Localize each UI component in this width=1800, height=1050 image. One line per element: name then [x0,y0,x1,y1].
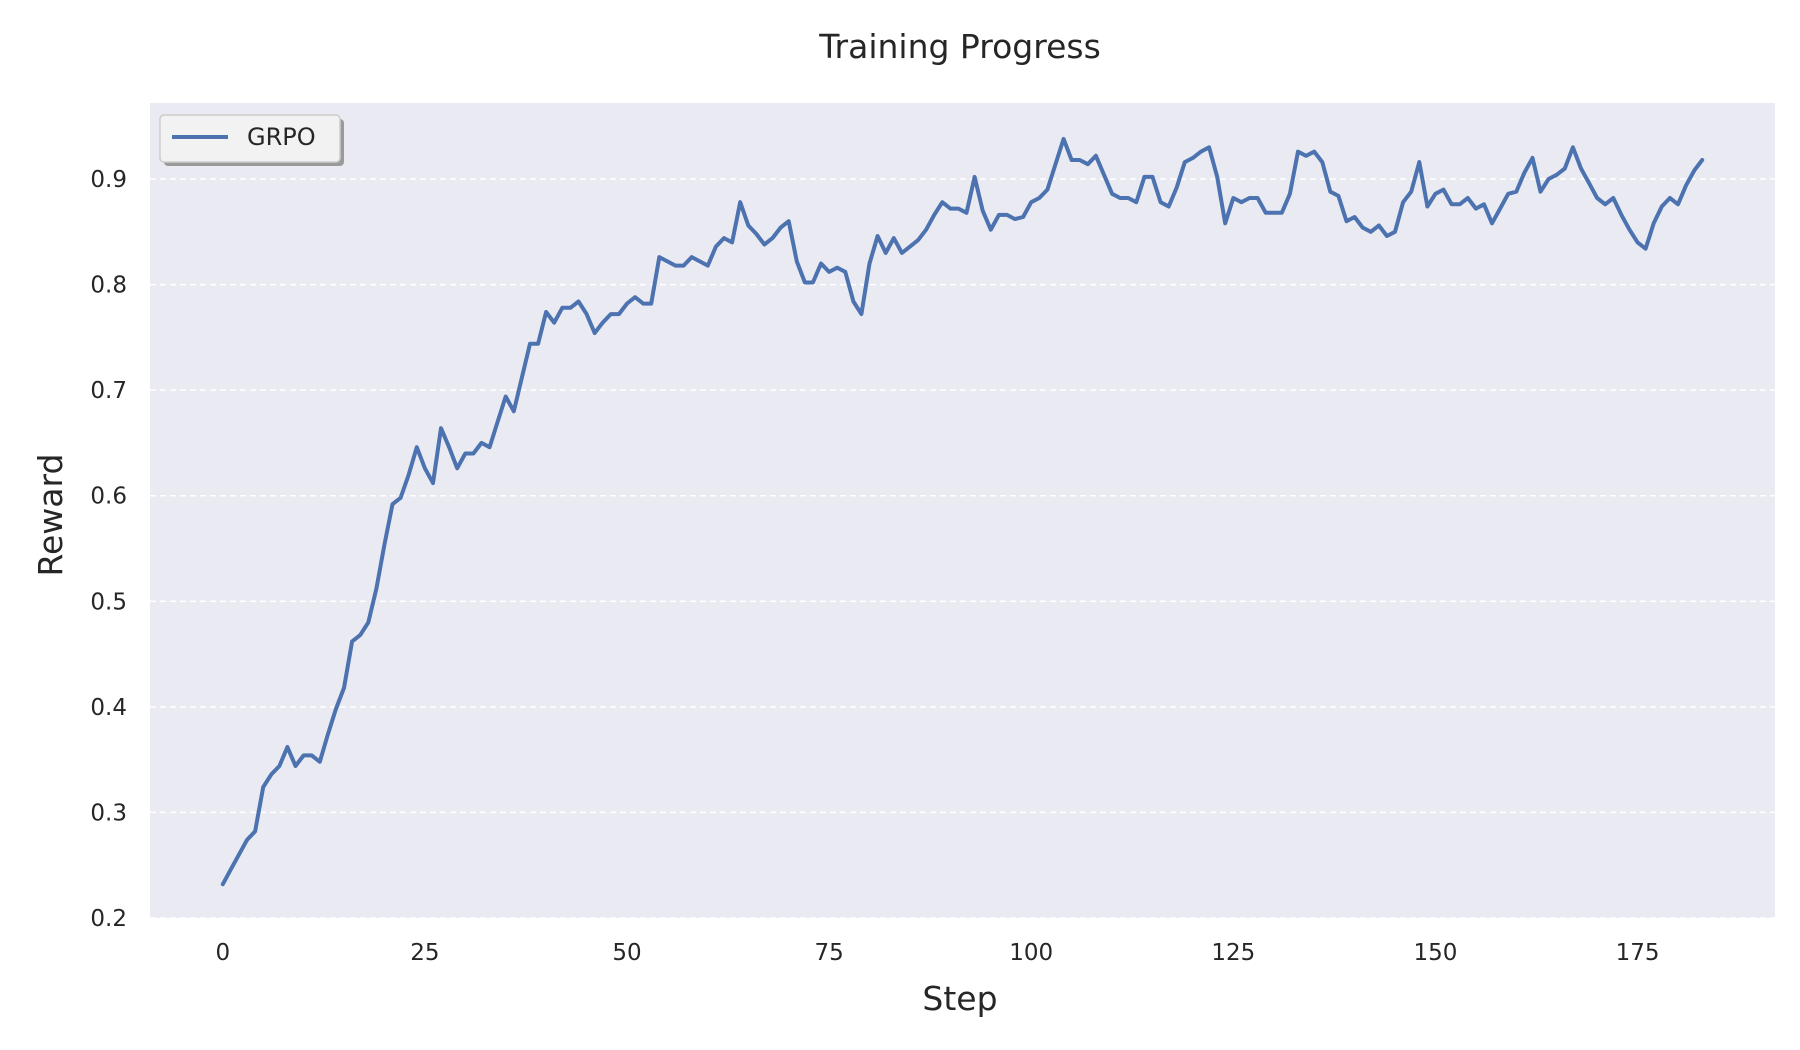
y-tick-label: 0.4 [90,695,127,721]
x-axis-label: Step [922,979,997,1018]
x-tick-label: 75 [814,940,843,966]
y-tick-label: 0.8 [90,273,127,299]
grid-lines [150,178,1775,919]
legend: GRPO [159,114,344,166]
x-tick-label: 0 [215,940,230,966]
y-tick-label: 0.3 [90,800,127,826]
x-tick-label: 100 [1009,940,1053,966]
legend-box [159,114,341,163]
series-line-grpo [220,136,1705,887]
x-tick-label: 50 [612,940,641,966]
y-axis-label: Reward [31,454,70,577]
legend-label-grpo: GRPO [247,123,316,151]
plot-area [150,103,1775,918]
x-tick-label: 125 [1211,940,1255,966]
x-tick-label: 150 [1413,940,1457,966]
series-layer [220,136,1705,887]
x-tick-labels: 0 25 50 75 100 125 150 175 [215,940,1659,966]
y-tick-labels: 0.2 0.3 0.4 0.5 0.6 0.7 0.8 0.9 [90,167,127,932]
y-tick-label: 0.6 [90,484,127,510]
y-tick-label: 0.7 [90,378,127,404]
x-tick-label: 175 [1616,940,1660,966]
chart-title: Training Progress [818,27,1101,66]
y-tick-label: 0.9 [90,167,127,193]
y-tick-label: 0.5 [90,589,127,615]
y-tick-label: 0.2 [90,906,127,932]
x-tick-label: 25 [410,940,439,966]
